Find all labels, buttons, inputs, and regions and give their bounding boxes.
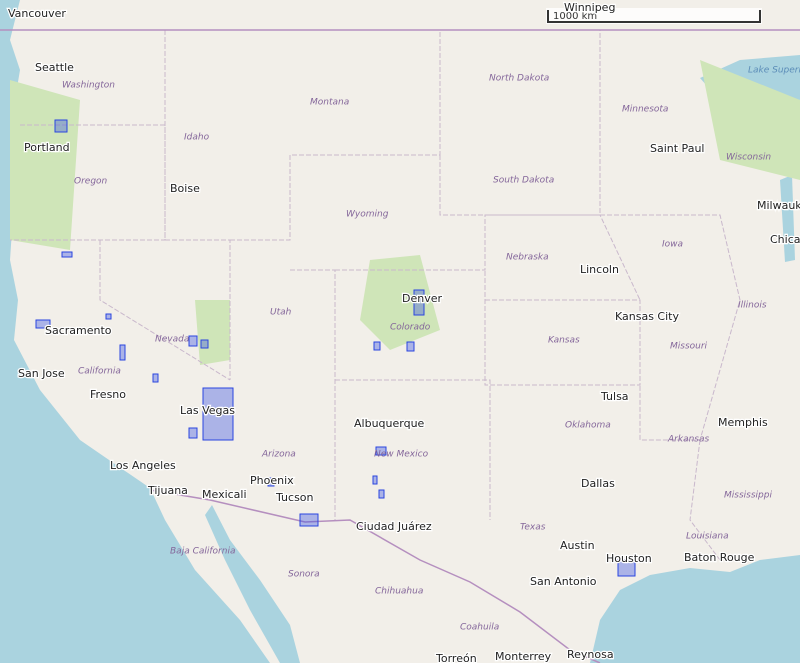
region-label: Arizona <box>261 450 296 460</box>
region-label: South Dakota <box>493 176 554 186</box>
region-label: New Mexico <box>374 450 429 460</box>
ocean <box>0 0 270 663</box>
coverage-area <box>188 335 198 347</box>
city-label: Fresno <box>90 388 126 401</box>
city-label: Dallas <box>581 477 615 490</box>
coverage-area <box>375 446 387 456</box>
region-label: Wisconsin <box>726 153 771 163</box>
city-label: Tijuana <box>147 484 188 497</box>
city-label: Milwaukee <box>757 199 800 212</box>
gulf-of-california <box>205 505 300 663</box>
coverage-area <box>372 475 378 485</box>
city-label: Seattle <box>35 61 74 74</box>
coverage-area <box>202 387 234 441</box>
region-label: Chihuahua <box>375 587 423 597</box>
region-label: Oregon <box>74 177 108 187</box>
city-label: Portland <box>24 141 70 154</box>
city-label: San Antonio <box>530 575 597 588</box>
city-label: Austin <box>560 539 595 552</box>
city-label: Vancouver <box>8 7 66 20</box>
coverage-area <box>188 427 198 439</box>
region-label: California <box>78 367 121 377</box>
region-label: North Dakota <box>489 74 549 84</box>
region-label: Iowa <box>662 240 683 250</box>
coverage-area <box>617 559 636 577</box>
city-label: Phoenix <box>250 474 294 487</box>
city-label: Winnipeg <box>564 1 615 14</box>
coverage-area <box>54 119 68 133</box>
city-label: Los Angeles <box>110 459 176 472</box>
city-label: Denver <box>402 292 442 305</box>
city-label: San Jose <box>18 367 65 380</box>
region-label: Kansas <box>548 336 580 346</box>
mexico-border <box>149 489 601 663</box>
region-label: Minnesota <box>622 105 668 115</box>
coverage-area <box>105 313 112 320</box>
coverage-area <box>378 489 385 499</box>
coverage-area <box>413 289 425 316</box>
coverage-area <box>299 513 319 527</box>
region-label: Illinois <box>738 301 767 311</box>
region-label: Idaho <box>184 133 210 143</box>
scale-bar: 1000 km <box>546 8 762 24</box>
scale-bar-label: 1000 km <box>553 11 597 22</box>
city-label: Tucson <box>275 491 314 504</box>
coverage-area <box>267 477 275 487</box>
region-label: Arkansas <box>667 435 709 445</box>
region-label: Nevada <box>155 335 189 345</box>
city-label: Torreón <box>435 652 477 663</box>
city-label: Albuquerque <box>354 417 425 430</box>
region-label: Texas <box>520 523 546 533</box>
forests <box>10 60 800 365</box>
city-label: Sacramento <box>45 324 112 337</box>
region-label: Missouri <box>670 342 708 352</box>
city-label: Baton Rouge <box>684 551 755 564</box>
state-borders <box>10 30 741 561</box>
region-label: Sonora <box>288 570 320 580</box>
region-label: Louisiana <box>686 532 729 542</box>
coverage-area <box>35 319 51 329</box>
city-label: Mexicali <box>202 488 247 501</box>
region-label: Oklahoma <box>565 421 611 431</box>
city-label: Kansas City <box>615 310 679 323</box>
region-label: Wyoming <box>346 210 389 220</box>
region-label: Mississippi <box>724 491 772 501</box>
coverage-areas <box>35 119 636 577</box>
region-label: Coahuila <box>460 623 499 633</box>
region-label: Utah <box>270 308 292 318</box>
scale-bar-box <box>546 8 762 24</box>
city-label: Saint Paul <box>650 142 704 155</box>
coverage-area <box>406 341 415 352</box>
city-label: Reynosa <box>567 648 614 661</box>
water-label: Lake Superior <box>748 66 800 76</box>
region-label: Montana <box>310 98 349 108</box>
region-label: Colorado <box>390 323 431 333</box>
city-label: Tulsa <box>600 390 629 403</box>
region-label: Washington <box>62 81 115 91</box>
city-label: Ciudad Juárez <box>356 520 432 533</box>
coverage-area <box>373 341 381 351</box>
city-label: Monterrey <box>495 650 552 663</box>
gulf-of-mexico <box>590 555 800 663</box>
lake-michigan <box>780 175 795 262</box>
coverage-area <box>200 339 209 349</box>
coverage-area <box>61 251 73 258</box>
coverage-area <box>119 344 126 361</box>
city-label: Memphis <box>718 416 768 429</box>
region-label: Baja California <box>170 547 235 557</box>
city-label: Lincoln <box>580 263 619 276</box>
region-label: Nebraska <box>506 253 549 263</box>
coverage-area <box>152 373 159 383</box>
city-label: Las Vegas <box>180 404 235 417</box>
city-label: Chicago <box>770 233 800 246</box>
city-label: Houston <box>606 552 652 565</box>
city-label: Boise <box>170 182 200 195</box>
scale-bar-line <box>547 10 761 23</box>
